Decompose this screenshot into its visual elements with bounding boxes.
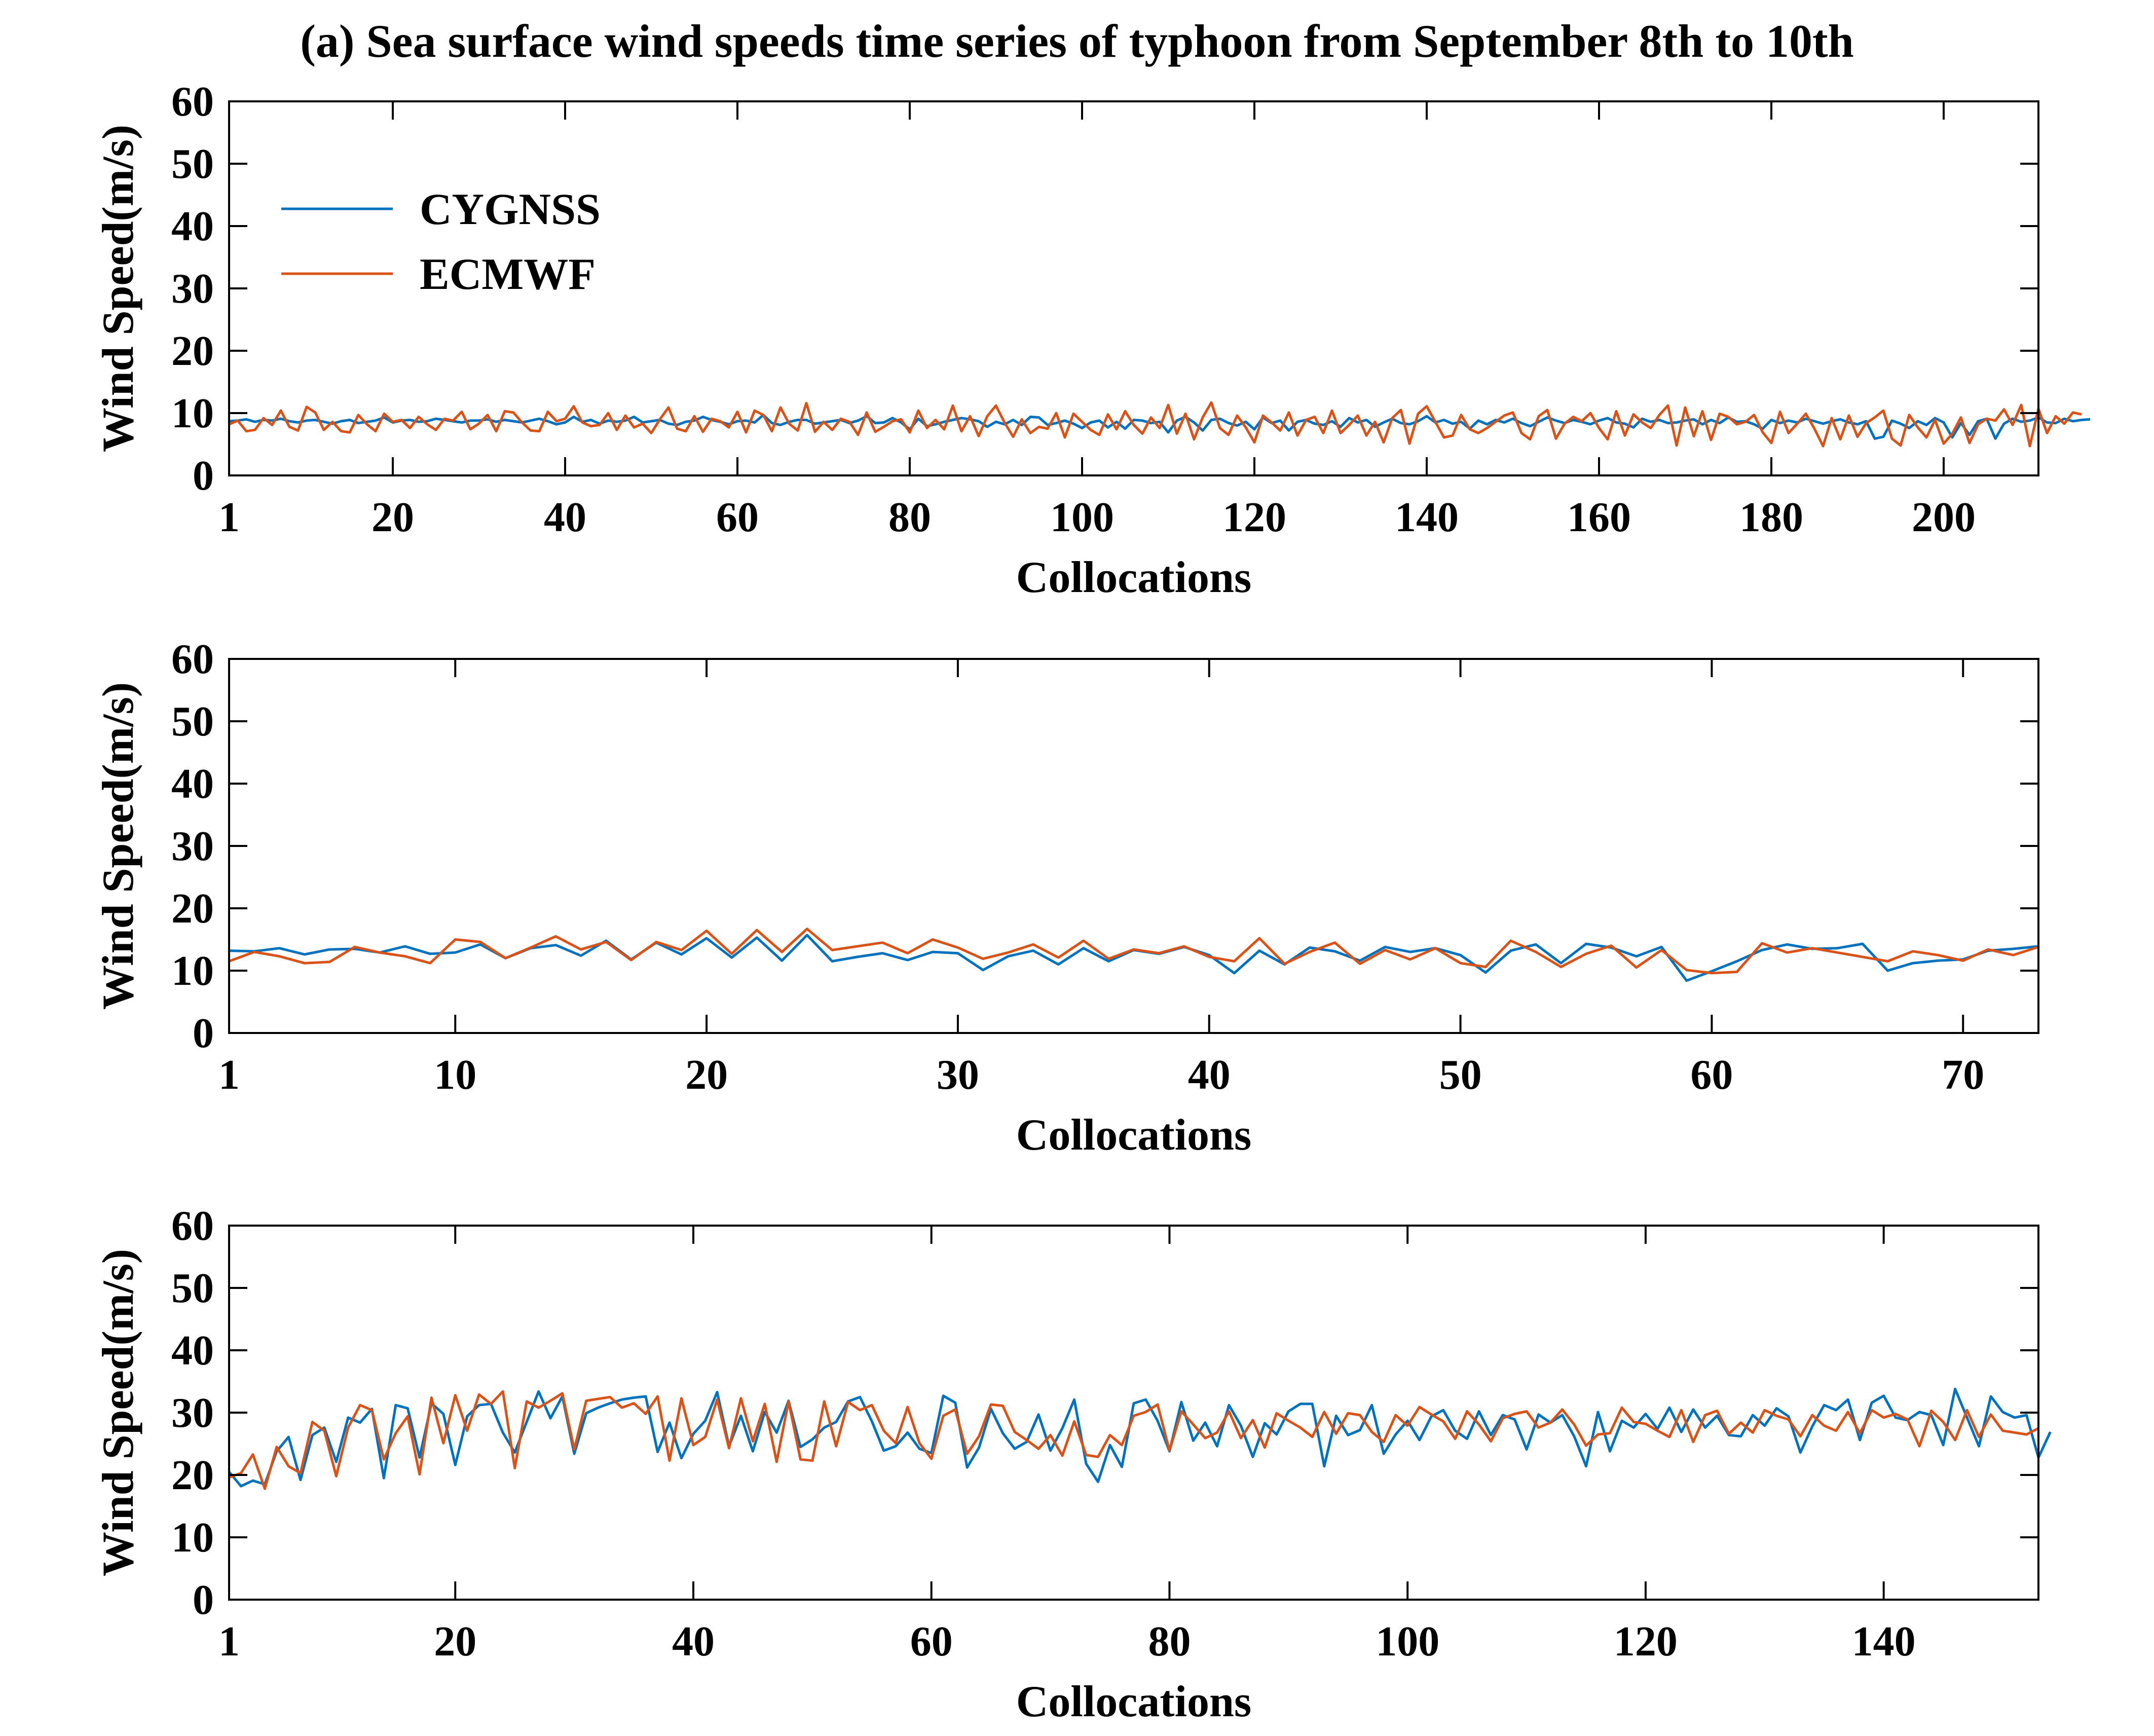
x-tick-label: 40	[1188, 1051, 1231, 1098]
x-tick-label: 40	[544, 494, 586, 541]
x-tick-label: 60	[910, 1618, 953, 1665]
x-tick-label: 140	[1395, 494, 1459, 541]
y-tick-label: 40	[171, 760, 214, 807]
y-tick-label: 50	[171, 140, 214, 188]
y-tick-label: 30	[171, 265, 214, 312]
y-tick-label: 50	[171, 698, 214, 745]
x-tick-label: 1	[218, 494, 240, 541]
x-tick-label: 20	[372, 494, 414, 541]
x-tick-label: 100	[1376, 1618, 1439, 1665]
y-tick-label: 10	[171, 1514, 214, 1561]
x-tick-label: 180	[1739, 494, 1803, 541]
y-tick-label: 10	[171, 390, 214, 437]
series-line-cygnss	[228, 1387, 2052, 1488]
x-tick-label: 40	[672, 1618, 715, 1665]
x-tick-label: 200	[1912, 494, 1976, 541]
y-tick-label: 30	[171, 823, 214, 870]
legend: CYGNSS ECMWF	[281, 185, 601, 299]
x-tick-label: 140	[1852, 1618, 1916, 1665]
figure-title: (a) Sea surface wind speeds time series …	[300, 15, 1854, 67]
y-axis-label: Wind Speed(m/s)	[94, 682, 143, 1010]
y-axis-label: Wind Speed(m/s)	[94, 1249, 143, 1576]
x-tick-label: 1	[218, 1618, 240, 1665]
x-tick-label: 80	[1148, 1618, 1191, 1665]
legend-label-cygnss: CYGNSS	[420, 185, 601, 234]
y-tick-label: 60	[171, 1202, 214, 1249]
x-tick-label: 60	[1690, 1051, 1733, 1098]
x-tick-label: 1	[218, 1051, 240, 1098]
x-tick-label: 120	[1222, 494, 1286, 541]
y-tick-label: 50	[171, 1265, 214, 1312]
series-line-ecmwf	[229, 1390, 2039, 1490]
x-tick-label: 30	[937, 1051, 979, 1098]
series-line-cygnss	[229, 414, 2091, 440]
y-tick-label: 10	[171, 947, 214, 994]
y-tick-label: 40	[171, 203, 214, 250]
panel-bottom: 1 20 40 60 80 100 120 1400102030405060Collocati…	[94, 1202, 2052, 1726]
y-tick-label: 30	[171, 1389, 214, 1436]
y-tick-label: 60	[171, 78, 214, 125]
legend-label-ecmwf: ECMWF	[420, 250, 596, 299]
y-tick-label: 20	[171, 327, 214, 375]
x-tick-label: 50	[1439, 1051, 1482, 1098]
y-tick-label: 60	[171, 636, 214, 683]
y-tick-label: 0	[193, 1576, 214, 1623]
x-axis-label: Collocations	[1016, 553, 1251, 602]
y-tick-label: 40	[171, 1327, 214, 1374]
x-tick-label: 10	[434, 1051, 476, 1098]
x-tick-label: 100	[1050, 494, 1114, 541]
x-axis-label: Collocations	[1016, 1677, 1251, 1726]
x-tick-label: 60	[716, 494, 759, 541]
x-tick-label: 20	[685, 1051, 728, 1098]
y-axis-label: Wind Speed(m/s)	[94, 125, 143, 452]
x-tick-label: 120	[1614, 1618, 1678, 1665]
y-tick-label: 20	[171, 1452, 214, 1499]
panel-middle: 1 10 20 30 40 50 60 70 0 10 20 30 40 50 60 Collocations…	[94, 636, 2039, 1160]
panel-top: 1 20 40 60 80 100 120 140 160 180 2000102030405060…	[94, 78, 2091, 602]
x-axis-label: Collocations	[1016, 1111, 1251, 1160]
series-line-ecmwf	[229, 401, 2082, 448]
y-tick-label: 0	[193, 1010, 214, 1057]
x-tick-label: 80	[888, 494, 931, 541]
y-tick-label: 0	[193, 452, 214, 499]
x-tick-label: 20	[434, 1618, 476, 1665]
x-tick-label: 70	[1942, 1051, 1984, 1098]
y-tick-label: 20	[171, 885, 214, 932]
x-tick-label: 160	[1567, 494, 1631, 541]
series-line-ecmwf	[229, 928, 2039, 975]
